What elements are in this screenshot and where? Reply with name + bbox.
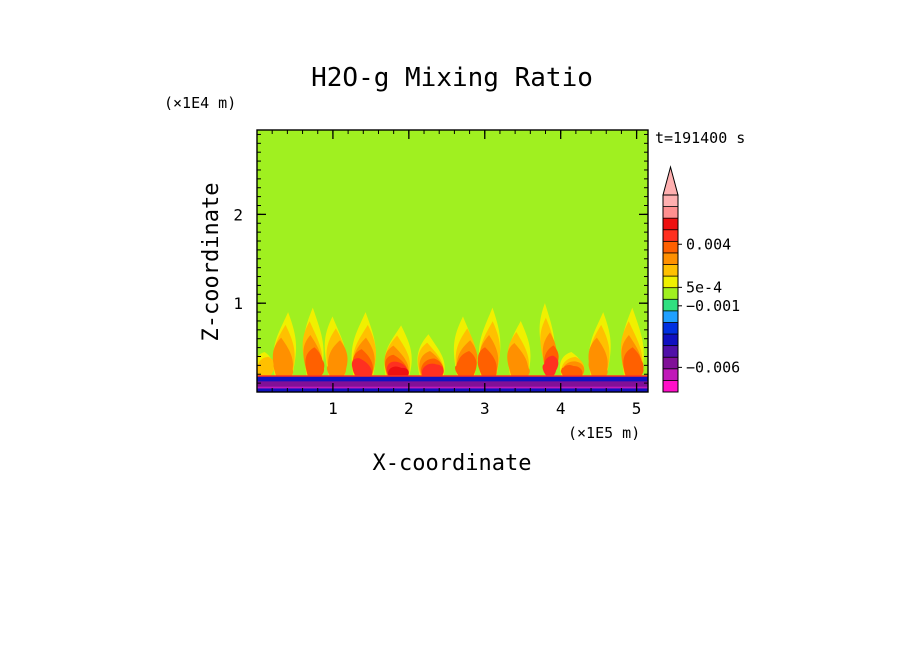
surface-layer-band <box>257 381 648 388</box>
colorbar: 0.004 5e-4−0.001 −0.006 <box>662 165 740 393</box>
plume-contour <box>422 367 443 378</box>
plume-contour <box>326 365 345 378</box>
colorbar-segment <box>663 310 678 323</box>
x-tick-label: 4 <box>556 399 566 418</box>
colorbar-segment <box>663 357 678 370</box>
colorbar-segment <box>663 195 678 207</box>
plume-contour <box>542 363 556 378</box>
colorbar-segment <box>663 345 678 358</box>
y-scale-label: (×1E4 m) <box>164 94 236 112</box>
colorbar-border <box>662 194 679 393</box>
y-axis-label: Z-coordinate <box>199 183 224 342</box>
x-tick-label: 3 <box>480 399 490 418</box>
plume-contour <box>352 364 372 378</box>
plume-contour <box>511 365 530 378</box>
y-axis: 12 <box>233 205 648 313</box>
colorbar-label: 5e-4 <box>686 278 722 296</box>
y-tick-label: 2 <box>233 205 243 224</box>
contour-field <box>257 130 648 392</box>
plume-contour <box>455 365 474 378</box>
surface-layer-band <box>257 376 648 383</box>
colorbar-segment <box>663 241 678 254</box>
colorbar-segment <box>663 380 678 393</box>
x-axis: 1 2 3 4 5 <box>328 130 641 418</box>
colorbar-segment <box>663 218 678 231</box>
x-axis-label: X-coordinate <box>373 451 532 476</box>
colorbar-segment <box>663 334 678 346</box>
plume-contour <box>306 364 325 378</box>
colorbar-extend-arrow <box>662 165 679 196</box>
colorbar-segment <box>663 229 678 242</box>
x-tick-label: 2 <box>404 399 414 418</box>
chart-title: H2O-g Mixing Ratio <box>311 63 593 93</box>
colorbar-label: −0.001 <box>686 297 740 315</box>
colorbar-segment <box>663 322 678 335</box>
plume-contour <box>275 364 294 378</box>
colorbar-segment <box>663 276 678 289</box>
colorbar-segment <box>663 368 678 381</box>
plot-frame <box>256 129 649 393</box>
x-scale-label: (×1E5 m) <box>568 424 640 442</box>
x-tick-label: 5 <box>632 399 642 418</box>
plot-border <box>256 129 649 393</box>
y-tick-label: 1 <box>233 294 243 313</box>
surface-bottom-band <box>257 388 648 392</box>
plume-contour <box>479 364 497 378</box>
plume-contour <box>625 364 644 378</box>
time-label: t=191400 s <box>655 129 745 147</box>
plume-contour <box>388 366 409 378</box>
colorbar-segment <box>663 206 678 219</box>
colorbar-segment <box>663 264 678 277</box>
plume-contour <box>590 364 608 378</box>
colorbar-segment <box>663 287 678 300</box>
x-tick-label: 1 <box>328 399 338 418</box>
colorbar-segment <box>663 299 678 312</box>
colorbar-label: −0.006 <box>686 358 740 376</box>
colorbar-label: 0.004 <box>686 235 731 253</box>
colorbar-segment <box>663 252 678 265</box>
